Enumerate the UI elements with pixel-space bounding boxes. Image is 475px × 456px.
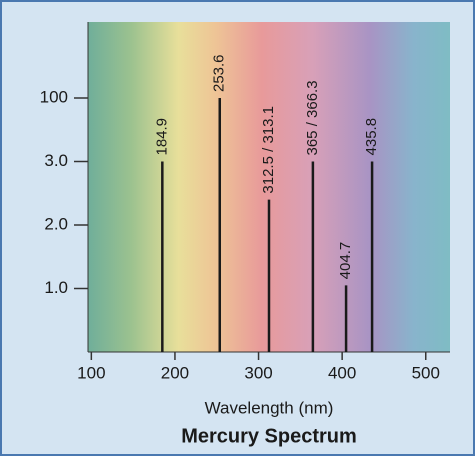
x-tick-label: 200 <box>161 363 189 382</box>
line-label: 184.9 <box>153 118 170 156</box>
line-label: 365 / 366.3 <box>304 80 321 155</box>
x-tick-label: 300 <box>244 363 272 382</box>
x-tick-label: 100 <box>77 363 105 382</box>
y-tick-label: 3.0 <box>44 151 68 170</box>
line-label: 435.8 <box>363 118 380 156</box>
y-tick-label: 2.0 <box>44 214 68 233</box>
chart-title: Mercury Spectrum <box>181 425 357 447</box>
y-tick-label: 1.0 <box>44 278 68 297</box>
x-axis-label: Wavelength (nm) <box>205 398 334 417</box>
y-tick-label: 100 <box>40 87 68 106</box>
line-label: 404.7 <box>337 242 354 280</box>
x-tick-label: 500 <box>412 363 440 382</box>
line-label: 253.6 <box>211 54 228 92</box>
line-label: 312.5 / 313.1 <box>260 106 277 194</box>
x-tick-label: 400 <box>328 363 356 382</box>
